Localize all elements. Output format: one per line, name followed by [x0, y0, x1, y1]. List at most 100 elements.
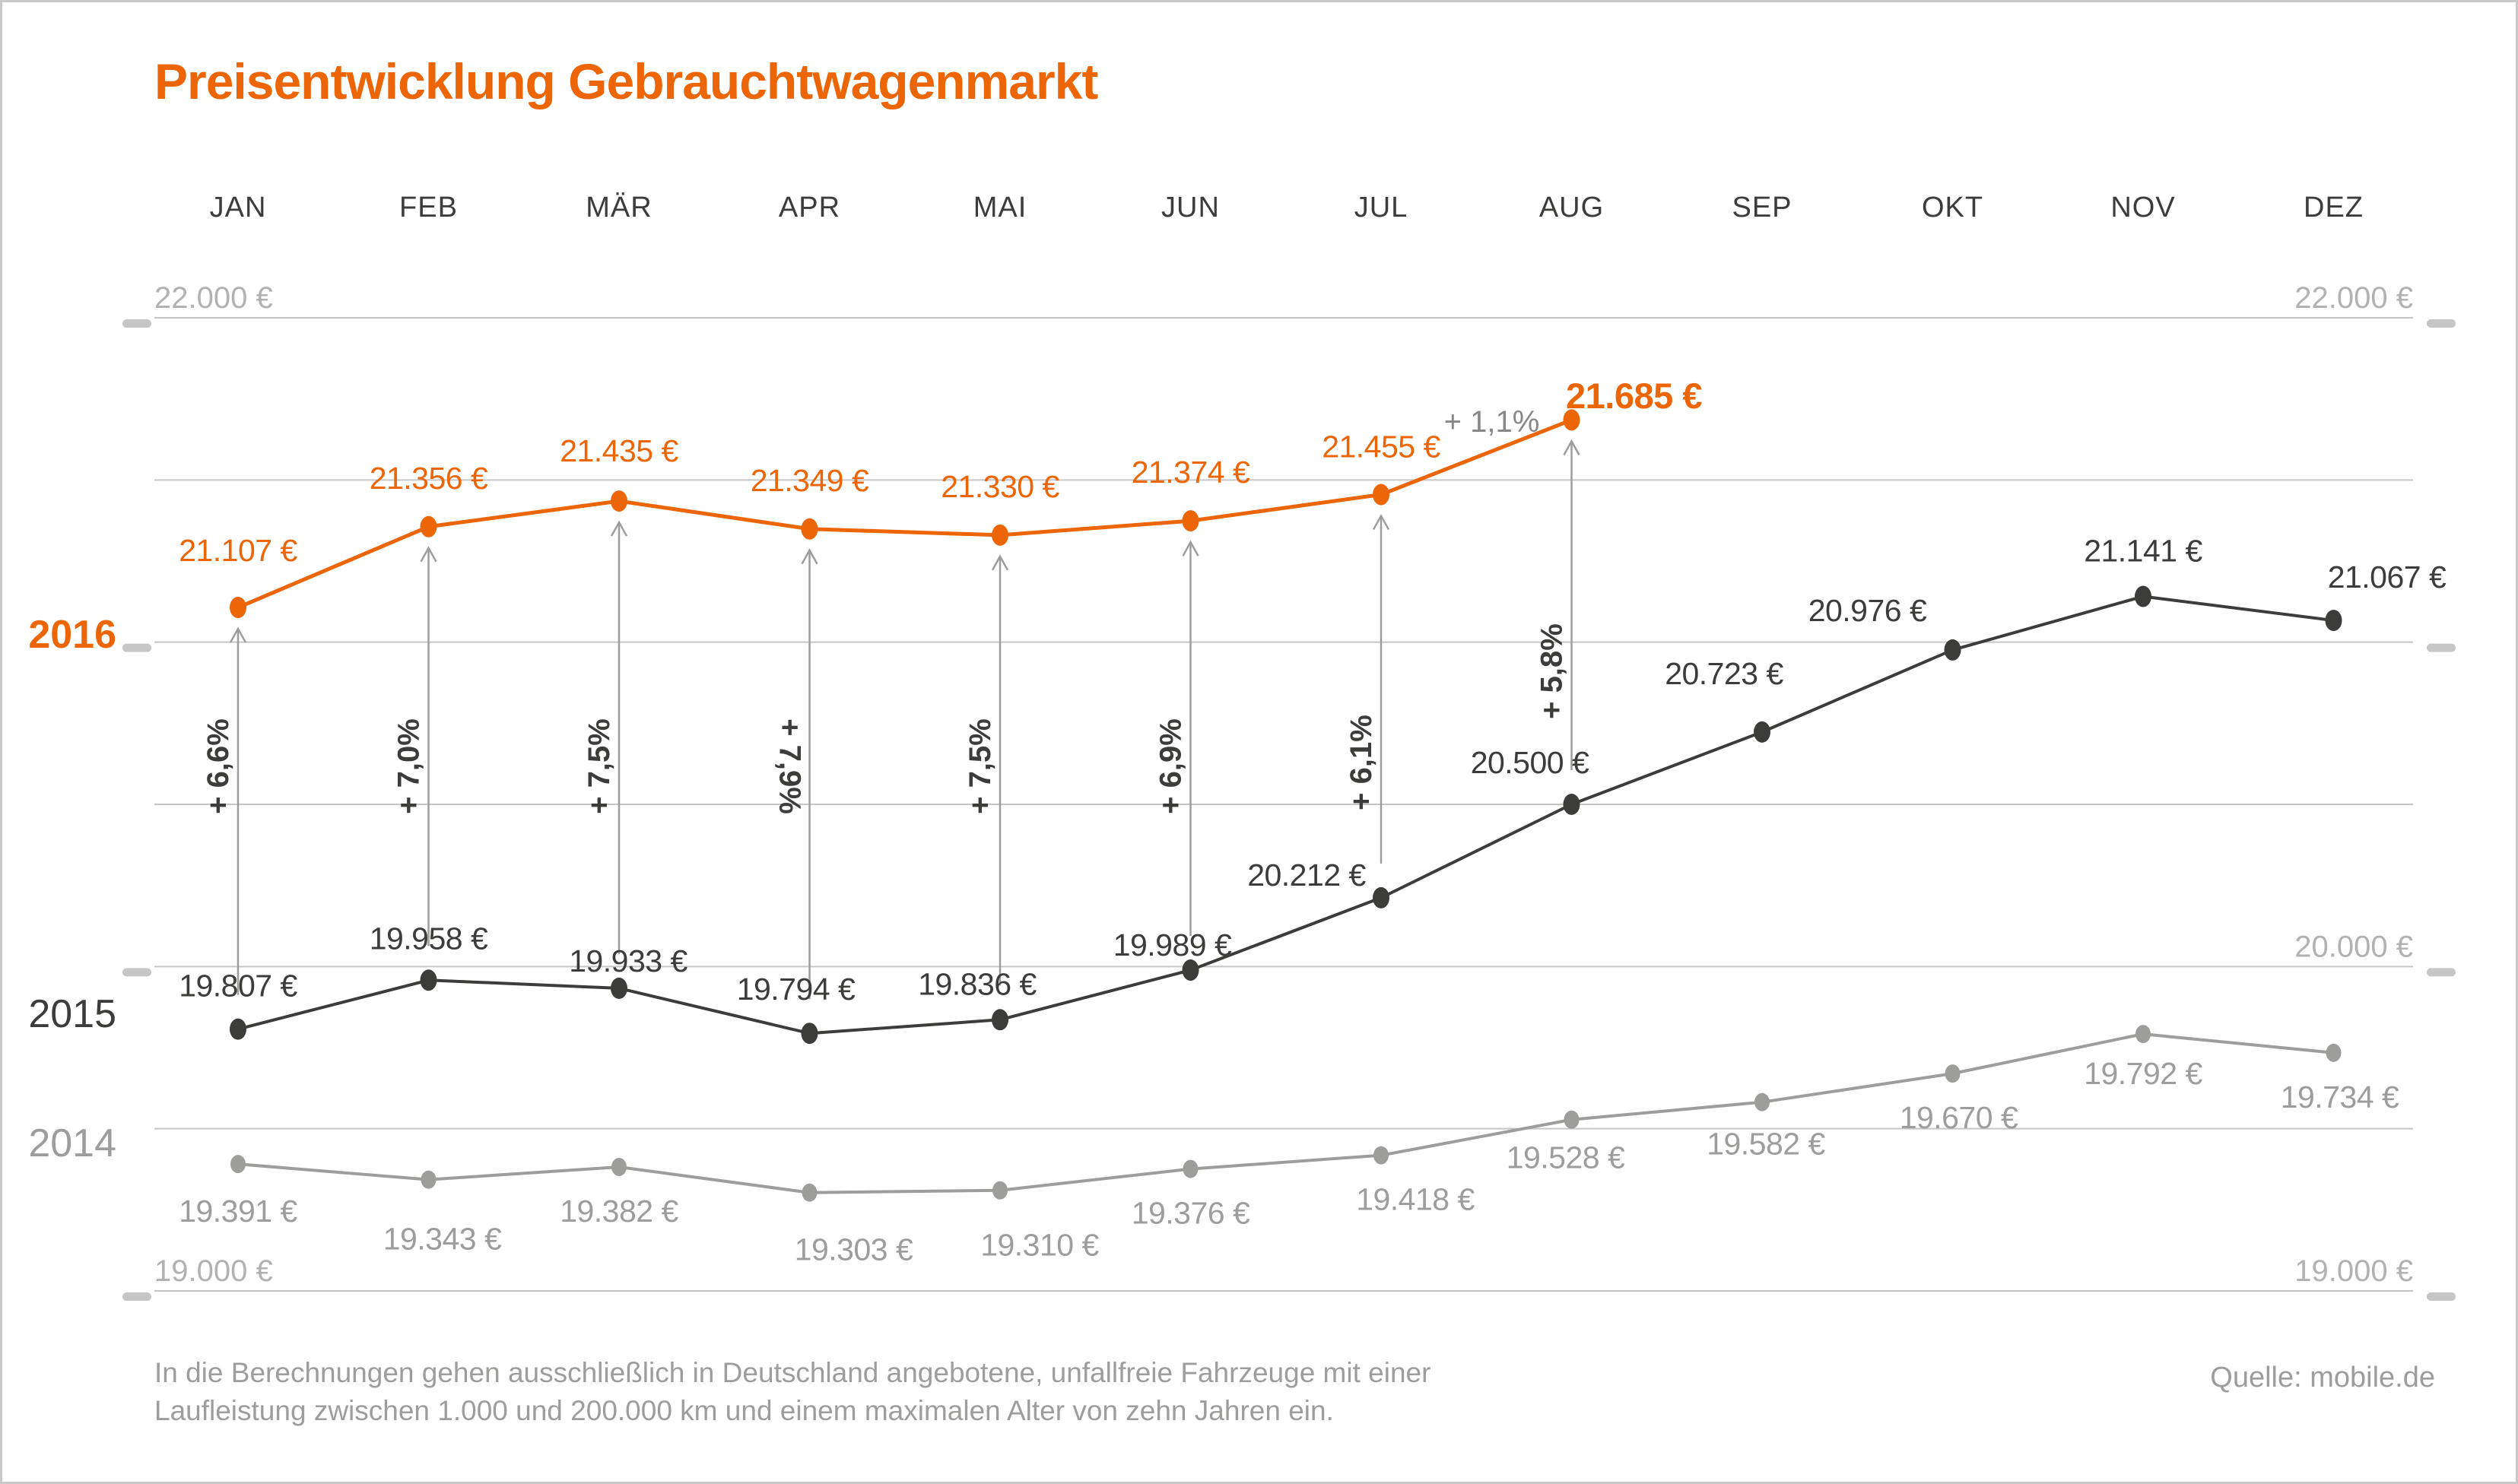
data-point-2015 [420, 969, 437, 991]
data-point-2014 [1373, 1146, 1389, 1165]
month-label: FEB [399, 192, 458, 224]
data-point-2016 [1182, 510, 1199, 532]
value-label-2014: 19.310 € [980, 1228, 1099, 1263]
year-label-2015: 2015 [28, 992, 116, 1036]
data-point-2016 [611, 490, 627, 512]
page-title: Preisentwicklung Gebrauchtwagenmarkt [154, 53, 1098, 109]
data-point-2015 [992, 1009, 1008, 1031]
month-label: MÄR [586, 192, 652, 224]
y-axis-label-right: 19.000 € [2294, 1254, 2413, 1288]
data-point-2015 [1563, 794, 1580, 815]
value-label-2014: 19.391 € [179, 1194, 297, 1229]
month-label: DEZ [2304, 192, 2364, 224]
yoy-change-label: + 6,9% [1154, 718, 1188, 814]
yoy-arrow-head [420, 546, 437, 563]
value-label-2014: 19.382 € [560, 1194, 678, 1229]
yoy-change-label: + 7,5% [964, 718, 997, 814]
data-point-2014 [421, 1170, 437, 1189]
value-label-2014: 19.376 € [1132, 1196, 1250, 1231]
data-point-2014 [611, 1158, 627, 1177]
yoy-arrow-head [229, 626, 247, 643]
axis-tick-right [2427, 968, 2456, 977]
month-label: JAN [210, 192, 267, 224]
data-point-2015 [2325, 610, 2342, 632]
data-point-2014 [802, 1183, 818, 1202]
data-point-2014 [230, 1155, 246, 1174]
data-point-2015 [801, 1023, 818, 1045]
data-point-2014 [1945, 1064, 1961, 1083]
month-label: NOV [2110, 192, 2175, 224]
value-label-2016: 21.685 € [1566, 376, 1702, 416]
yoy-arrow-head [1563, 439, 1580, 456]
mom-change-label: + 1,1% [1444, 405, 1540, 439]
value-label-2015: 19.807 € [179, 969, 297, 1004]
value-label-2016: 21.356 € [370, 461, 488, 496]
yoy-change-label: + 7,0% [392, 718, 426, 814]
source-credit: Quelle: mobile.de [2210, 1362, 2435, 1394]
data-point-2014 [1754, 1092, 1770, 1111]
data-point-2015 [2135, 585, 2151, 607]
value-label-2015: 19.794 € [737, 972, 856, 1007]
series-line-2014 [237, 1032, 2334, 1194]
footnote-line-1: In die Berechnungen gehen ausschließlich… [154, 1357, 1431, 1388]
value-label-2014: 19.418 € [1356, 1182, 1475, 1217]
month-label: OKT [1922, 192, 1983, 224]
value-label-2016: 21.435 € [560, 433, 678, 468]
axis-tick-left [122, 319, 151, 328]
yoy-change-label: + 6,6% [202, 718, 235, 814]
data-point-2016 [992, 524, 1008, 546]
value-label-2015: 21.141 € [2084, 534, 2202, 569]
value-label-2016: 21.374 € [1132, 455, 1250, 490]
value-label-2015: 20.500 € [1471, 745, 1589, 780]
yoy-change-label: + 6,1% [1345, 715, 1378, 810]
data-point-2014 [1564, 1110, 1580, 1129]
data-point-2014 [2326, 1043, 2342, 1062]
data-point-2016 [801, 518, 818, 540]
yoy-change-label: + 7,5% [583, 718, 616, 814]
series-line-2015 [237, 595, 2334, 1035]
axis-tick-left [122, 643, 151, 652]
month-label: SEP [1732, 192, 1792, 224]
yoy-arrow-head [1182, 540, 1199, 556]
value-label-2014: 19.343 € [383, 1222, 502, 1257]
value-label-2015: 19.836 € [918, 966, 1037, 1001]
data-point-2014 [992, 1181, 1008, 1200]
data-point-2016 [420, 515, 437, 537]
value-label-2016: 21.349 € [751, 463, 869, 498]
yoy-arrow-head [610, 520, 628, 537]
series-line-2016 [237, 418, 1573, 610]
footnote-line-2: Laufleistung zwischen 1.000 und 200.000 … [154, 1395, 1334, 1426]
value-label-2014: 19.792 € [2084, 1056, 2202, 1091]
data-point-2015 [611, 977, 627, 999]
value-label-2015: 20.976 € [1808, 593, 1927, 628]
yoy-arrow-head [991, 554, 1009, 571]
value-label-2015: 19.933 € [569, 943, 687, 978]
data-point-2016 [1563, 409, 1580, 431]
footnote: In die Berechnungen gehen ausschließlich… [154, 1354, 1430, 1430]
year-label-2016: 2016 [28, 613, 116, 657]
data-point-2015 [230, 1018, 246, 1040]
month-label: AUG [1539, 192, 1604, 224]
axis-tick-right [2427, 319, 2456, 328]
data-point-2014 [2135, 1025, 2151, 1044]
value-label-2015: 20.723 € [1665, 656, 1783, 691]
value-label-2014: 19.303 € [795, 1232, 913, 1267]
yoy-change-label: + 5,8% [1535, 623, 1569, 719]
month-label: APR [779, 192, 840, 224]
axis-tick-left [122, 968, 151, 977]
axis-tick-right [2427, 643, 2456, 652]
y-axis-label-left: 19.000 € [154, 1254, 273, 1288]
value-label-2014: 19.582 € [1707, 1127, 1825, 1162]
value-label-2014: 19.670 € [1900, 1100, 2018, 1135]
value-label-2016: 21.107 € [179, 533, 297, 568]
yoy-change-label: + 7,9% [773, 718, 807, 814]
value-label-2015: 21.067 € [2328, 560, 2447, 595]
month-label: JUL [1354, 192, 1408, 224]
axis-tick-right [2427, 1292, 2456, 1301]
data-point-2015 [1182, 959, 1199, 981]
month-label: MAI [973, 192, 1027, 224]
data-point-2014 [1183, 1159, 1199, 1178]
y-axis-label-right: 22.000 € [2294, 281, 2413, 315]
value-label-2016: 21.330 € [941, 469, 1059, 504]
